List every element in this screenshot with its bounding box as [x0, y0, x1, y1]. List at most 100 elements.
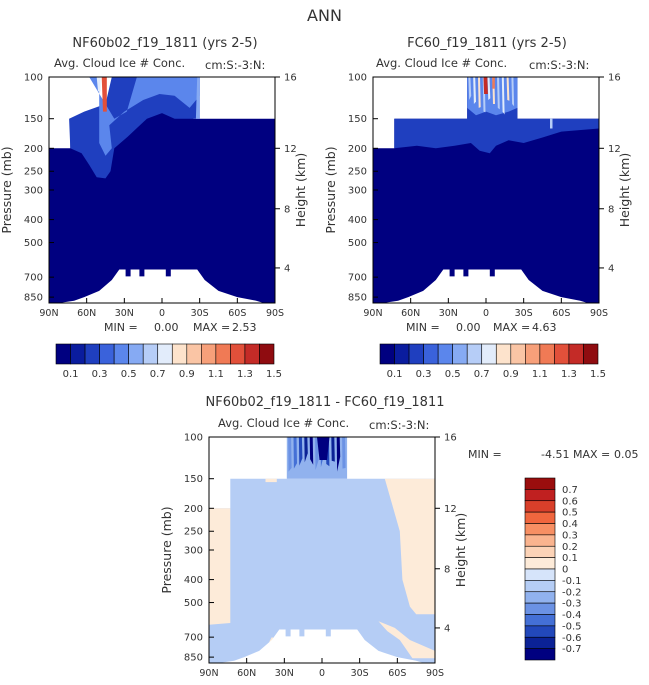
- latitude-tick-label: 0: [319, 668, 325, 679]
- colorbar2-box: [466, 343, 483, 365]
- colorbar3-label: -0.1: [562, 576, 582, 587]
- colorbar1-box: [215, 343, 231, 365]
- pressure-tick-label: 400: [24, 215, 43, 226]
- colorbar3-label: -0.3: [562, 599, 582, 610]
- y-axis-right-title: Height (km): [293, 153, 308, 227]
- colorbar1-box: [186, 343, 202, 365]
- pressure-tick-label: 500: [24, 238, 43, 249]
- panel3-units: cm:S:-3:N:: [369, 418, 430, 432]
- panel3-streak: [298, 437, 303, 466]
- pressure-tick-label: 200: [348, 144, 367, 155]
- colorbar3-label: 0.4: [562, 519, 578, 530]
- colorbar1-box: [55, 343, 71, 365]
- panel2-max-streak: [483, 77, 488, 94]
- pressure-tick-label: 850: [348, 293, 367, 304]
- colorbar1-box: [99, 343, 115, 365]
- pressure-tick-label: 700: [348, 273, 367, 284]
- panel3-max-label: MAX =: [573, 448, 611, 461]
- pressure-tick-label: 150: [24, 114, 43, 125]
- pressure-tick-label: 100: [348, 73, 367, 84]
- panel1-field: [49, 77, 275, 303]
- latitude-tick-label: 60N: [401, 308, 420, 319]
- panel1-surface-mask: [49, 269, 275, 303]
- pressure-tick-label: 250: [348, 167, 367, 178]
- colorbar3-box: [524, 591, 556, 604]
- panel3-positive-top: [265, 478, 277, 483]
- latitude-tick-label: 60N: [237, 668, 256, 679]
- pressure-tick-label: 250: [184, 527, 203, 538]
- colorbar1-label: 0.7: [150, 369, 166, 380]
- colorbar3-box: [524, 500, 556, 513]
- panel2-surface-mask: [373, 269, 599, 303]
- height-tick-label: 8: [608, 204, 614, 215]
- panel3-streak: [336, 437, 341, 472]
- latitude-tick-label: 90S: [426, 668, 444, 679]
- panel2-units: cm:S:-3:N:: [529, 58, 590, 72]
- pressure-tick-label: 700: [24, 273, 43, 284]
- latitude-tick-label: 0: [159, 308, 165, 319]
- panel3-streak: [309, 437, 314, 465]
- pressure-tick-label: 300: [24, 186, 43, 197]
- colorbar3-box: [524, 534, 556, 547]
- colorbar2-box: [423, 343, 439, 365]
- colorbar3-label: 0.7: [562, 485, 578, 496]
- colorbar2-box: [583, 343, 599, 365]
- colorbar1-box: [230, 343, 246, 365]
- pressure-tick-label: 150: [184, 474, 203, 485]
- pressure-tick-label: 850: [24, 293, 43, 304]
- colorbar3-box: [524, 545, 556, 558]
- latitude-tick-label: 60S: [388, 668, 406, 679]
- panel1-rim: [195, 77, 200, 119]
- pressure-tick-label: 500: [184, 598, 203, 609]
- colorbar1-label: 0.9: [179, 369, 195, 380]
- panel3: [208, 436, 440, 664]
- colorbar1-box: [201, 343, 217, 365]
- latitude-tick-label: 30N: [439, 308, 458, 319]
- panel2-streak: [501, 77, 505, 115]
- latitude-tick-label: 90N: [199, 668, 218, 679]
- panel1-max-label: MAX =: [193, 321, 231, 334]
- colorbar1-box: [244, 343, 260, 365]
- colorbar3-box: [524, 489, 556, 502]
- panel3-min-core: [317, 437, 330, 460]
- panel2-cloud-layer: [394, 77, 599, 154]
- colorbar1-label: 1.5: [266, 369, 282, 380]
- colorbar3-box: [524, 636, 556, 649]
- panel2-max-value: 4.63: [532, 321, 557, 334]
- colorbar3-label: 0.6: [562, 496, 578, 507]
- colorbar1-box: [171, 343, 188, 365]
- latitude-tick-label: 90S: [266, 308, 284, 319]
- panel3-positive-west: [209, 508, 231, 625]
- colorbar1-label: 1.3: [237, 369, 253, 380]
- colorbar3-box: [524, 511, 556, 524]
- panel3-subtitle: Avg. Cloud Ice # Conc.: [218, 416, 350, 430]
- colorbar2-box: [394, 343, 410, 365]
- pressure-tick-label: 400: [184, 575, 203, 586]
- colorbar3-box: [524, 523, 556, 536]
- colorbar3-box: [524, 648, 556, 661]
- panel3-streak: [342, 437, 346, 469]
- height-tick-label: 16: [444, 433, 457, 444]
- panel2-streak: [487, 77, 491, 100]
- panel2-streak: [468, 77, 472, 100]
- colorbar1-label: 0.5: [121, 369, 137, 380]
- colorbar2-box: [437, 343, 453, 365]
- pressure-tick-label: 700: [184, 633, 203, 644]
- colorbar3-box: [524, 477, 556, 490]
- colorbar2-box: [495, 343, 512, 365]
- colorbar3-label: -0.7: [562, 644, 582, 655]
- y-axis-right-title: Height (km): [617, 153, 632, 227]
- pressure-tick-label: 150: [348, 114, 367, 125]
- pressure-tick-label: 850: [184, 653, 203, 664]
- panel3-base: [209, 478, 435, 663]
- panel3-min-label: MIN =: [468, 448, 502, 461]
- colorbar2-box: [481, 343, 497, 365]
- height-tick-label: 4: [284, 263, 290, 274]
- height-tick-label: 12: [608, 144, 621, 155]
- y-axis-title: Pressure (mb): [323, 146, 338, 233]
- colorbar2-label: 0.3: [416, 369, 432, 380]
- colorbar3-label: -0.4: [562, 610, 582, 621]
- height-tick-label: 12: [284, 144, 297, 155]
- panel3-surface-mask: [209, 629, 435, 663]
- panel3-max-value: 0.05: [614, 448, 639, 461]
